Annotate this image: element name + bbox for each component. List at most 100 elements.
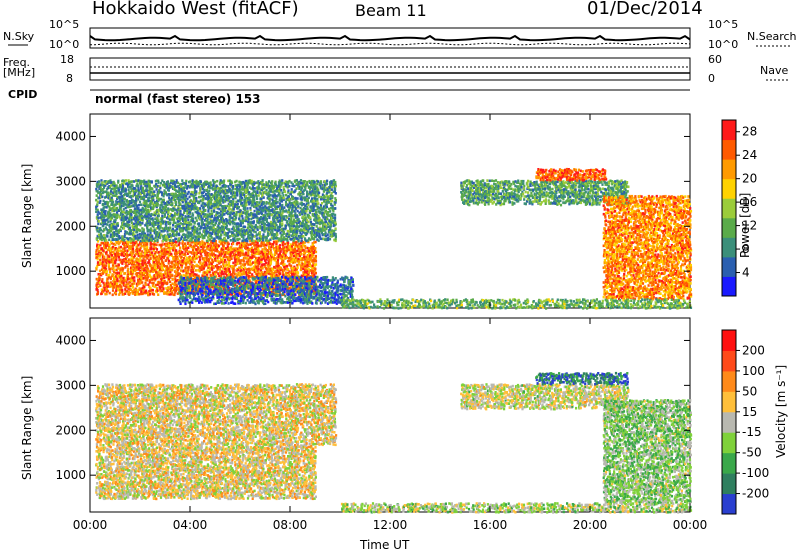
data-cell — [141, 271, 144, 275]
data-cell — [238, 241, 241, 245]
data-cell — [144, 244, 147, 247]
data-cell — [105, 279, 109, 283]
data-cell — [155, 243, 158, 247]
data-cell — [296, 271, 300, 275]
data-cell — [158, 274, 161, 278]
data-cell — [299, 268, 302, 272]
data-cell — [148, 193, 151, 197]
data-cell — [211, 260, 215, 264]
data-cell — [159, 206, 162, 210]
nsearch-tick-high: 10^5 — [708, 18, 738, 31]
data-cell — [122, 227, 126, 230]
data-cell — [100, 292, 103, 295]
data-cell — [99, 199, 102, 203]
data-cell — [179, 230, 182, 233]
data-cell — [136, 245, 139, 249]
data-cell — [96, 190, 99, 193]
data-cell — [187, 271, 190, 274]
data-cell — [128, 272, 132, 276]
data-cell — [198, 258, 202, 262]
data-cell — [119, 228, 122, 231]
data-cell — [122, 276, 125, 280]
data-cell — [149, 227, 152, 230]
data-cell — [209, 181, 212, 184]
data-cell — [138, 260, 141, 263]
data-cell — [130, 268, 134, 271]
data-cell — [115, 289, 118, 292]
data-cell — [222, 272, 225, 276]
data-cell — [163, 215, 166, 218]
data-cell — [170, 179, 173, 183]
data-cell — [131, 247, 135, 251]
data-cell — [101, 280, 104, 283]
data-cell — [116, 271, 119, 275]
data-cell — [120, 278, 123, 282]
data-cell — [127, 237, 130, 240]
data-cell — [124, 179, 128, 182]
data-cell — [96, 263, 99, 266]
data-cell — [96, 265, 99, 268]
data-cell — [109, 277, 112, 281]
data-cell — [151, 288, 154, 292]
data-cell — [118, 289, 121, 293]
data-cell — [142, 228, 145, 231]
data-cell — [180, 255, 183, 258]
data-cell — [163, 292, 166, 295]
data-cell — [144, 266, 147, 269]
data-cell — [126, 249, 129, 252]
data-cell — [154, 283, 158, 287]
data-cell — [137, 258, 140, 261]
data-cell — [123, 260, 126, 263]
data-cell — [228, 270, 232, 274]
data-cell — [257, 264, 260, 268]
data-cell — [132, 251, 135, 255]
data-cell — [153, 194, 156, 197]
data-cell — [121, 288, 124, 292]
data-cell — [183, 190, 187, 193]
data-cell — [160, 259, 164, 262]
data-cell — [211, 212, 214, 215]
data-cell — [182, 257, 185, 260]
data-cell — [179, 207, 182, 210]
data-cell — [152, 293, 156, 296]
data-cell — [126, 259, 130, 263]
data-cell — [137, 254, 140, 257]
data-cell — [139, 281, 142, 285]
data-cell — [212, 226, 215, 230]
beam-label: Beam 11 — [355, 1, 427, 20]
data-cell — [232, 261, 235, 265]
data-cell — [149, 289, 152, 293]
data-cell — [234, 272, 237, 276]
data-cell — [126, 251, 129, 255]
data-cell — [121, 252, 124, 255]
data-cell — [300, 253, 303, 256]
data-cell — [271, 253, 274, 257]
nsearch-trace — [89, 42, 691, 46]
data-cell — [95, 286, 98, 289]
data-cell — [99, 228, 103, 232]
data-cell — [199, 261, 202, 264]
data-cell — [128, 261, 131, 264]
data-cell — [188, 223, 191, 227]
data-cell — [195, 219, 198, 222]
data-cell — [197, 247, 200, 250]
data-cell — [237, 205, 240, 209]
data-cell — [104, 210, 107, 213]
data-cell — [130, 257, 133, 261]
data-cell — [142, 271, 146, 275]
data-cell — [98, 249, 101, 253]
data-cell — [157, 293, 160, 296]
data-cell — [96, 243, 99, 247]
data-cell — [314, 267, 317, 271]
data-cell — [278, 244, 282, 247]
data-cell — [148, 263, 151, 266]
data-cell — [112, 262, 115, 265]
data-cell — [146, 278, 149, 282]
data-cell — [147, 293, 150, 297]
data-cell — [220, 265, 223, 268]
data-cell — [148, 281, 151, 284]
data-cell — [223, 179, 226, 183]
data-cell — [103, 268, 106, 272]
data-cell — [141, 219, 144, 222]
data-cell — [103, 255, 106, 259]
